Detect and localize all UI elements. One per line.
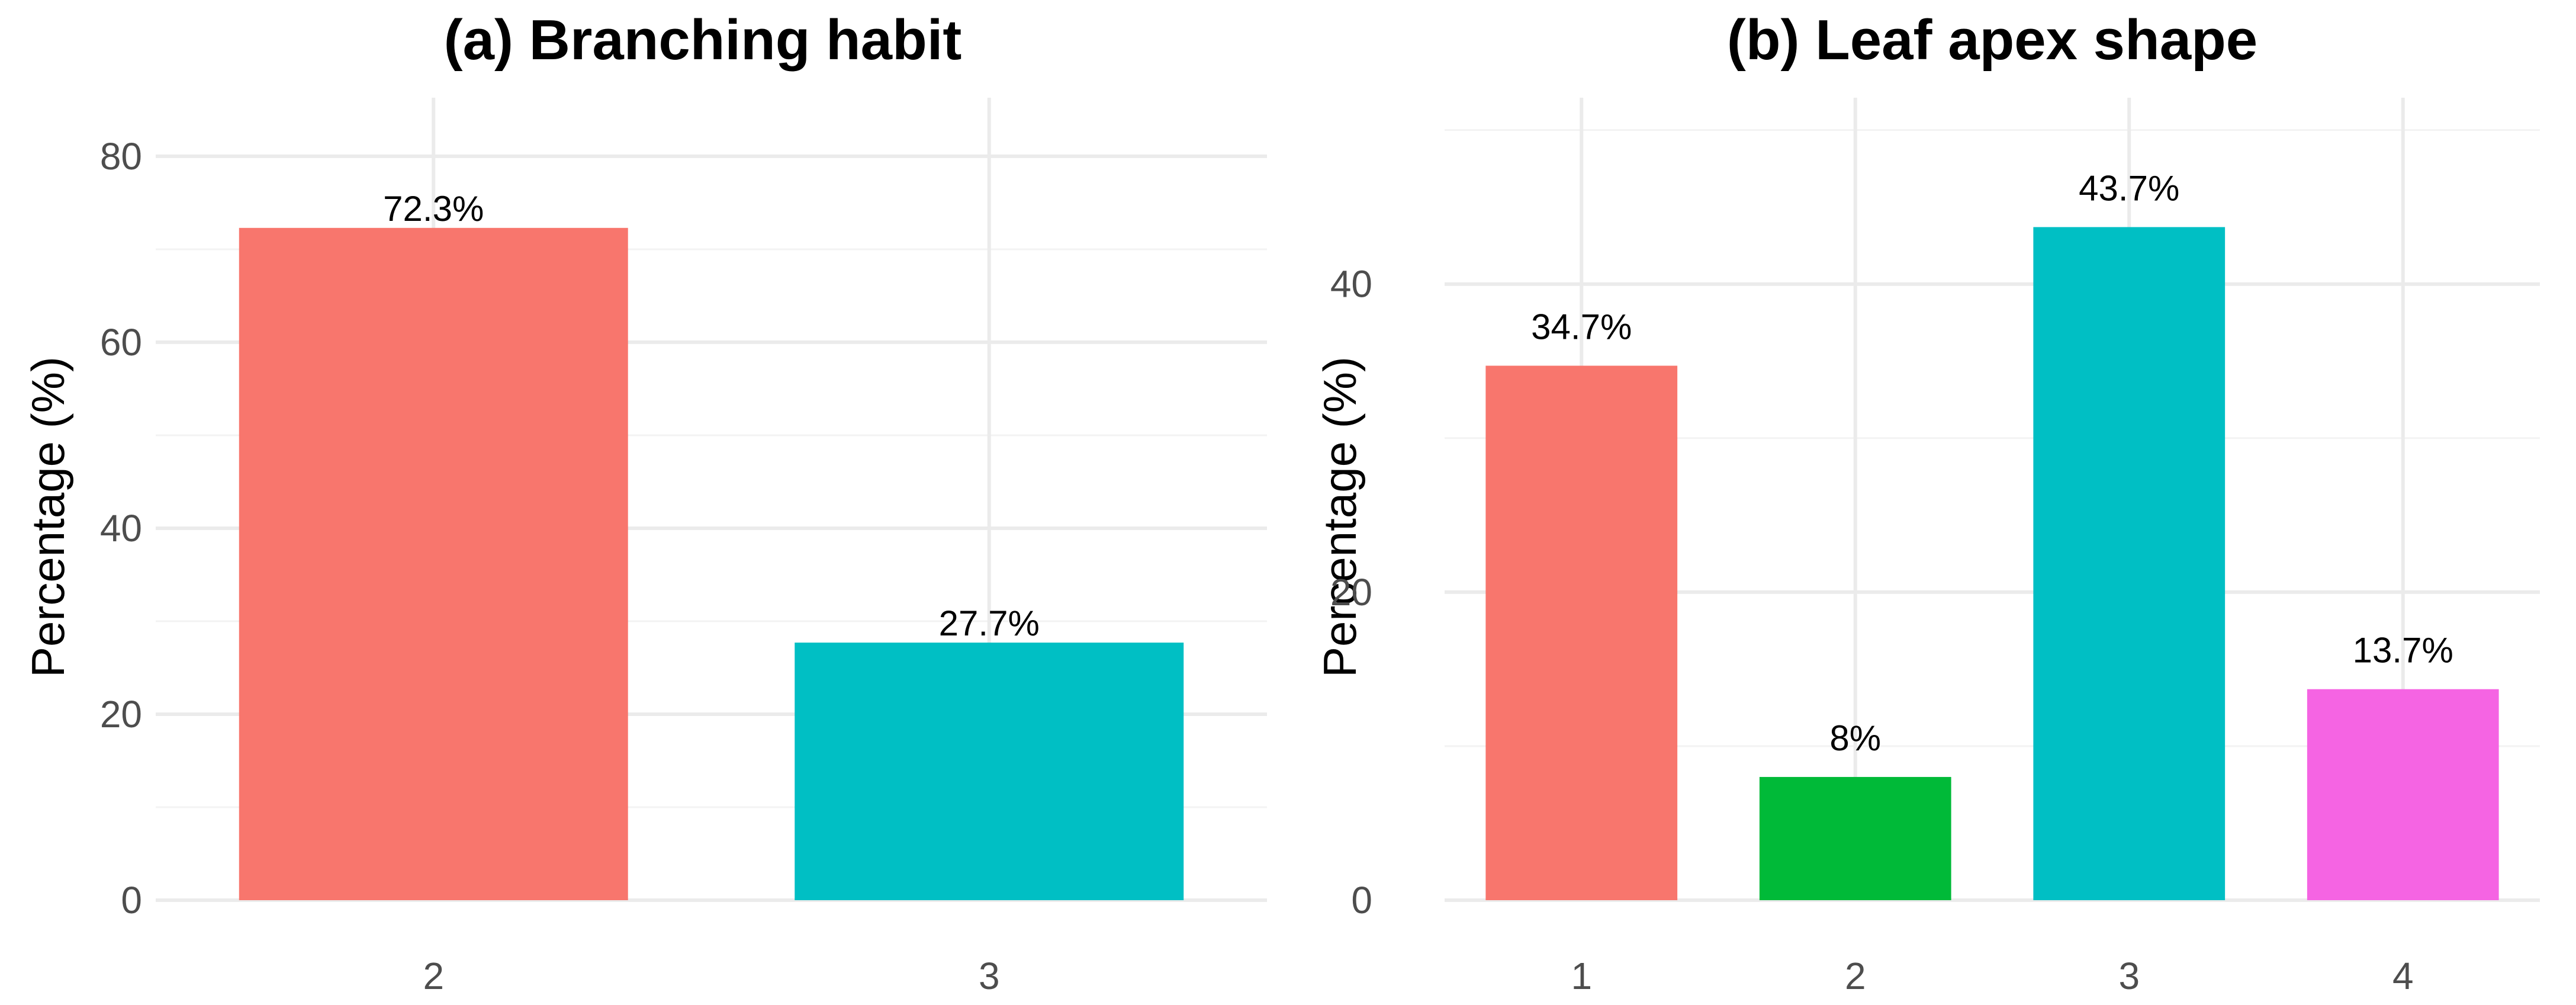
chart-b-data-label-3: 43.7% <box>2079 168 2179 208</box>
chart-a-bar-3 <box>795 643 1184 900</box>
chart-b-x-tick-label-2: 2 <box>1845 955 1866 997</box>
chart-a-y-tick-label: 40 <box>100 507 142 550</box>
chart-b-plot-area: 0 20 40 34.7% 1 8% 2 43.7% 3 13.7% 4 <box>1330 98 2540 997</box>
chart-a-y-axis-title: Percentage (%) <box>22 357 74 678</box>
chart-a-y-tick-label: 0 <box>121 879 142 921</box>
chart-b-y-tick-label: 0 <box>1351 879 1372 921</box>
chart-a-plot-area: 0 20 40 60 80 72.3% 2 27.7% 3 <box>100 98 1267 997</box>
chart-a-y-tick-label: 20 <box>100 693 142 736</box>
chart-b-data-label-1: 34.7% <box>1531 307 1632 347</box>
chart-a-x-tick-label-3: 3 <box>979 955 1000 997</box>
chart-panel-a: (a) Branching habit Percentage (%) 0 20 40… <box>22 8 1267 997</box>
chart-a-y-tick-label: 60 <box>100 321 142 364</box>
chart-b-x-tick-label-4: 4 <box>2392 955 2414 997</box>
chart-panel-b: (b) Leaf apex shape Percentage (%) 0 20 40… <box>1314 8 2540 997</box>
chart-a-x-tick-label-2: 2 <box>423 955 444 997</box>
chart-b-y-tick-label: 20 <box>1330 571 1372 614</box>
chart-b-y-tick-label: 40 <box>1330 263 1372 306</box>
chart-a-bar-2 <box>239 227 628 901</box>
chart-b-bar-3 <box>2033 227 2226 900</box>
chart-b-data-label-4: 13.7% <box>2353 631 2453 670</box>
chart-a-data-label-2: 72.3% <box>383 189 484 229</box>
chart-a-data-label-3: 27.7% <box>939 603 1040 643</box>
chart-b-x-tick-label-3: 3 <box>2118 955 2140 997</box>
chart-b-data-label-2: 8% <box>1829 718 1881 758</box>
chart-b-bar-2 <box>1759 776 1951 900</box>
chart-b-x-tick-label-1: 1 <box>1571 955 1592 997</box>
chart-b-bar-4 <box>2307 689 2499 900</box>
chart-b-y-axis-title: Percentage (%) <box>1314 357 1366 678</box>
chart-b-title: (b) Leaf apex shape <box>1727 8 2257 72</box>
chart-a-y-tick-label: 80 <box>100 135 142 178</box>
chart-a-title: (a) Branching habit <box>444 8 962 72</box>
chart-b-bar-1 <box>1485 365 1678 900</box>
